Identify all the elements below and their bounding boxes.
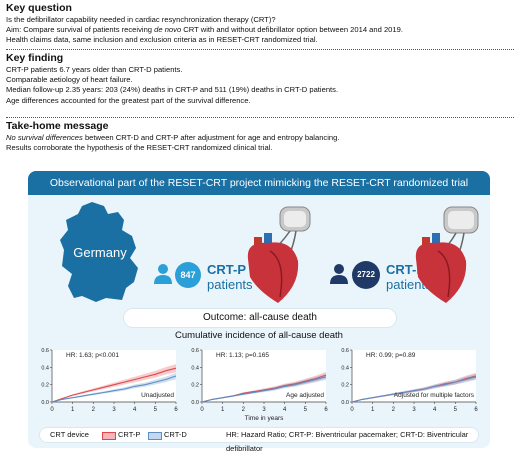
outcome-prefix: Outcome: [203, 312, 247, 323]
x-tick-label: 2 [392, 407, 396, 413]
x-tick-label: 6 [174, 407, 178, 413]
legend-title: CRT device [50, 430, 89, 439]
key-question-heading: Key question [6, 2, 72, 14]
x-tick-label: 2 [92, 407, 96, 413]
plot-area [52, 350, 176, 402]
panel-label: Unadjusted [141, 392, 174, 399]
key-finding-section: Key finding CRT-P patients 6.7 years old… [6, 52, 514, 106]
take-home-line: No survival differences between CRT-D an… [6, 133, 340, 142]
x-tick-label: 4 [133, 407, 137, 413]
x-tick-label: 3 [262, 407, 266, 413]
chart-unadjusted: 0.0 0.2 0.4 0.6 0 1 2 3 4 5 6 HR: 1.63; p<0.001 Unad… [41, 348, 178, 413]
take-home-line: Results corroborate the hypothesis of th… [6, 143, 273, 153]
legend-crtp: CRT-P [118, 430, 141, 439]
x-tick-label: 3 [412, 407, 416, 413]
x-tick-label: 1 [371, 407, 375, 413]
outcome-value: all-cause death [249, 312, 317, 323]
key-finding-line: Age differences accounted for the greate… [6, 95, 251, 105]
banner-title: Observational part of the RESET-CRT proj… [28, 171, 490, 195]
x-tick-label: 1 [71, 407, 75, 413]
x-tick-label: 4 [433, 407, 437, 413]
crtd-label: CRT-D [386, 262, 426, 277]
crtp-heart-icon [247, 206, 311, 303]
outcome-pill: Outcome: all-cause death [124, 309, 396, 327]
divider [6, 117, 514, 118]
key-finding-line: Comparable aetiology of heart failure. [6, 75, 133, 85]
x-tick-label: 2 [242, 407, 246, 413]
key-question-line: Is the defibrillator capability needed i… [6, 15, 276, 24]
x-tick-label: 5 [454, 407, 458, 413]
y-tick-label: 0.0 [341, 400, 349, 406]
divider [6, 49, 514, 50]
plot-area [202, 350, 326, 402]
legend-swatch-crtp [102, 432, 116, 440]
hr-annotation: HR: 1.63; p<0.001 [66, 352, 119, 359]
y-tick-label: 0.4 [341, 365, 349, 371]
plot-area [352, 350, 476, 402]
crtp-group-label: CRT-P patients [207, 262, 253, 292]
y-tick-label: 0.0 [41, 400, 49, 406]
x-tick-label: 5 [304, 407, 308, 413]
chart-multi-adjusted: 0.0 0.2 0.4 0.6 0 1 2 3 4 5 6 HR: 0.99; p=0.89 Adjus… [341, 348, 478, 413]
y-tick-label: 0.0 [191, 400, 199, 406]
germany-map-icon: Germany [60, 202, 138, 302]
panel-label: Adjusted for multiple factors [394, 392, 475, 399]
series-line-crt-d [351, 376, 477, 403]
hr-annotation: HR: 1.13; p=0.165 [216, 352, 269, 359]
country-label: Germany [73, 245, 127, 260]
curves-title: Cumulative incidence of all-cause death [175, 330, 343, 341]
y-tick-label: 0.6 [191, 348, 199, 354]
legend-swatch-crtd [148, 432, 162, 440]
legend: CRT device CRT-P CRT-D HR: Hazard Ratio;… [40, 428, 478, 453]
legend-abbrev: HR: Hazard Ratio; CRT-P: Biventricular p… [226, 430, 469, 453]
key-question-line: Health claims data, same inclusion and e… [6, 35, 318, 45]
take-home-heading: Take-home message [6, 120, 109, 132]
series-line-crt-d [51, 375, 177, 403]
x-tick-label: 0 [350, 407, 354, 413]
crtd-count-badge: 2722 [352, 261, 380, 289]
key-question-section: Key question Is the defibrillator capabi… [6, 2, 514, 46]
y-tick-label: 0.4 [41, 365, 49, 371]
key-finding-line: CRT-P patients 6.7 years older than CRT-… [6, 65, 183, 74]
key-finding-line: Median follow-up 2.35 years: 203 (24%) d… [6, 85, 339, 95]
y-tick-label: 0.6 [341, 348, 349, 354]
person-icon [154, 264, 172, 284]
chart-age-adjusted: 0.0 0.2 0.4 0.6 0 1 2 3 4 5 6 HR: 1.13; p=0.165 Age … [191, 348, 328, 422]
y-tick-label: 0.2 [41, 383, 49, 389]
x-tick-label: 1 [221, 407, 225, 413]
legend-crtd: CRT-D [164, 430, 187, 439]
crtp-sub: patients [207, 277, 253, 292]
x-tick-label: 3 [112, 407, 116, 413]
hr-annotation: HR: 0.99; p=0.89 [366, 352, 416, 359]
crtd-sub: patients [386, 277, 432, 292]
x-tick-label: 5 [154, 407, 158, 413]
y-tick-label: 0.6 [41, 348, 49, 354]
y-tick-label: 0.2 [341, 383, 349, 389]
key-finding-heading: Key finding [6, 52, 64, 64]
take-home-section: Take-home message No survival difference… [6, 120, 514, 153]
series-line-crt-p [51, 367, 177, 403]
x-tick-label: 0 [200, 407, 204, 413]
series-line-crt-d [201, 376, 327, 403]
x-tick-label: 6 [324, 407, 328, 413]
y-tick-label: 0.4 [191, 365, 199, 371]
crtp-count-badge: 847 [175, 262, 201, 288]
key-question-aim: Aim: Compare survival of patients receiv… [6, 25, 403, 35]
x-tick-label: 4 [283, 407, 287, 413]
crtd-heart-icon [415, 206, 479, 303]
crtp-label: CRT-P [207, 262, 246, 277]
x-tick-label: 0 [50, 407, 54, 413]
crtd-group-label: CRT-D patients [386, 262, 432, 292]
y-tick-label: 0.2 [191, 383, 199, 389]
x-tick-label: 6 [474, 407, 478, 413]
person-icon [330, 264, 348, 284]
x-axis-title: Time in years [245, 415, 285, 422]
panel-label: Age adjusted [286, 392, 324, 399]
